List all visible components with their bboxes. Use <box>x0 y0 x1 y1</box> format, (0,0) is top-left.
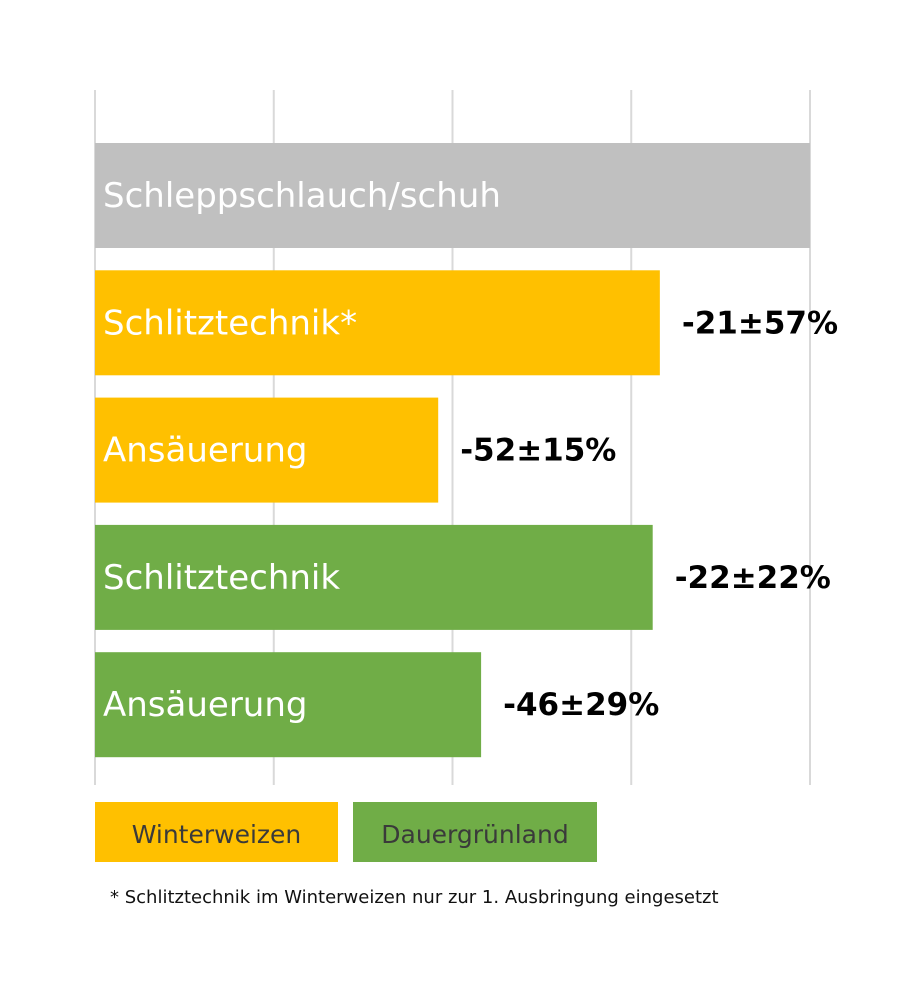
legend-label: Winterweizen <box>132 820 302 849</box>
bar-label: Ansäuerung <box>103 685 307 725</box>
legend-label: Dauergrünland <box>381 820 568 849</box>
bar <box>95 270 660 376</box>
value-label: -22±22% <box>675 560 831 596</box>
value-label: -21±57% <box>682 305 838 341</box>
legend-swatch <box>95 802 338 862</box>
legend-swatch <box>353 802 597 862</box>
bar-label: Ansäuerung <box>103 431 307 471</box>
bar-label: Schleppschlauch/schuh <box>103 176 501 216</box>
value-label: -46±29% <box>503 687 659 723</box>
bar <box>95 652 482 758</box>
bar <box>95 143 810 248</box>
bar-label: Schlitztechnik* <box>103 303 357 343</box>
value-label: -52±15% <box>460 433 616 469</box>
footnote: * Schlitztechnik im Winterweizen nur zur… <box>110 887 719 908</box>
bar <box>95 524 653 630</box>
bar-label: Schlitztechnik <box>103 558 340 598</box>
bar <box>95 397 439 503</box>
